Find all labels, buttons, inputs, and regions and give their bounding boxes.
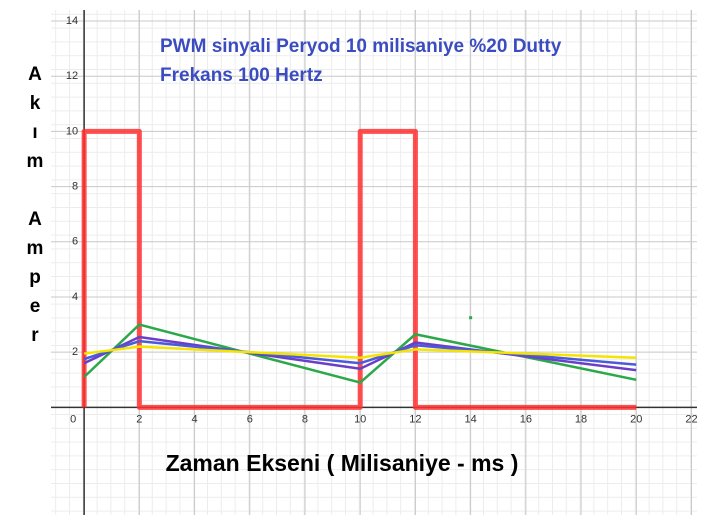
x-axis-label: Zaman Ekseni ( Milisaniye - ms ) (166, 450, 519, 476)
plot-area (51, 10, 697, 515)
x-tick-label: 22 (685, 413, 697, 425)
data-point (469, 316, 473, 320)
x-tick-label: 20 (630, 413, 642, 425)
series-line (81, 128, 637, 410)
y-tick-label: 12 (66, 70, 78, 82)
series-line (83, 345, 637, 359)
y-tick-label: 4 (72, 291, 78, 303)
y-tick-label: 10 (66, 125, 78, 137)
y-tick-label: 2 (72, 346, 78, 358)
y-tick-label: 8 (72, 181, 78, 193)
x-tick-label: 12 (409, 413, 421, 425)
x-tick-label: 2 (136, 413, 142, 425)
chart-title: Frekans 100 Hertz (160, 65, 323, 86)
y-tick-label: 14 (66, 15, 78, 27)
x-tick-label: 6 (247, 413, 253, 425)
x-tick-label: 10 (354, 413, 366, 425)
x-tick-label: 16 (520, 413, 532, 425)
x-tick-label: 14 (464, 413, 476, 425)
y-tick-label: 6 (72, 236, 78, 248)
series-line (83, 323, 637, 384)
x-tick-label: 0 (70, 413, 76, 425)
x-tick-label: 4 (191, 413, 197, 425)
chart-title: PWM sinyali Peryod 10 milisaniye %20 Dut… (160, 36, 562, 57)
x-tick-label: 8 (302, 413, 308, 425)
x-tick-label: 18 (575, 413, 587, 425)
